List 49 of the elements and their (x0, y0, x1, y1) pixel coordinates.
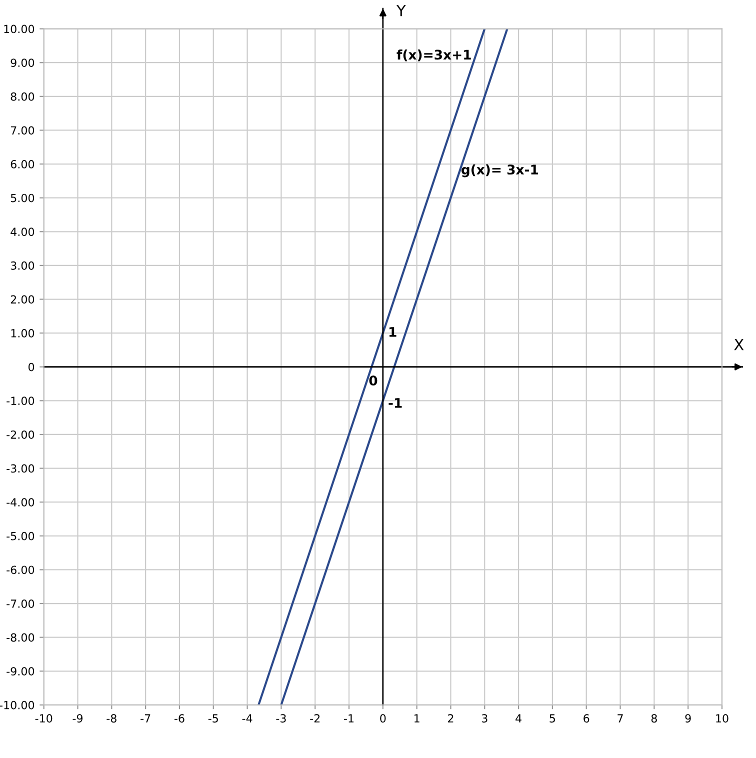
y-tick-label: 8.00 (10, 92, 34, 101)
y-tick-label: -10.00 (0, 700, 34, 710)
x-tick-label: -4 (242, 714, 252, 722)
y-tick-label: -1.00 (6, 396, 34, 406)
x-tick-label: 5 (550, 714, 556, 723)
y-tick-label: 6.00 (10, 160, 34, 168)
x-tick-label: 7 (618, 714, 623, 722)
x-tick-label: 3 (482, 714, 488, 723)
y-tick-label: 1.00 (11, 329, 34, 338)
y-tick-label: -5.00 (6, 532, 34, 540)
x-tick-label: 1 (414, 714, 420, 722)
y-tick-label: 10.00 (4, 24, 34, 34)
x-tick-label: 10 (716, 714, 728, 723)
x-tick-label: -10 (35, 714, 52, 723)
y-tick-label: 9.00 (10, 58, 34, 67)
x-tick-label: -6 (174, 714, 184, 723)
x-tick-label: 6 (584, 714, 590, 723)
x-tick-label: -1 (344, 714, 354, 722)
y-tick-label: 5.00 (10, 194, 34, 202)
y-tick-label: -9.00 (6, 667, 34, 676)
y-tick-label: 2.00 (10, 295, 34, 304)
x-tick-label: -8 (106, 714, 116, 723)
x-axis-title: X (734, 339, 744, 350)
y-tick-label: -6.00 (6, 566, 34, 574)
annotation: f(x)=3x+1 (396, 49, 471, 62)
x-tick-label: 8 (651, 714, 657, 723)
y-tick-label: -2.00 (6, 430, 34, 439)
x-tick-label: -2 (310, 714, 320, 722)
y-tick-label: -3.00 (6, 464, 34, 473)
annotation: g(x)= 3x-1 (461, 164, 538, 178)
annotation: 1 (389, 327, 396, 337)
y-axis-title: Y (396, 4, 406, 16)
y-tick-label: -4.00 (6, 498, 34, 506)
y-tick-label: 3.00 (10, 261, 34, 270)
y-tick-label: 4.00 (10, 228, 34, 236)
y-tick-label: -8.00 (6, 633, 34, 642)
x-tick-label: 0 (380, 714, 386, 723)
x-tick-label: -7 (140, 714, 150, 722)
x-tick-label: 9 (685, 714, 691, 723)
annotation: 0 (369, 376, 378, 386)
x-tick-label: -5 (208, 714, 218, 723)
x-tick-label: -3 (276, 714, 286, 723)
y-tick-label: -7.00 (6, 599, 34, 608)
x-tick-label: 2 (448, 714, 454, 722)
y-tick-label: 0 (28, 362, 34, 372)
annotation: -1 (388, 398, 402, 408)
x-tick-label: 4 (516, 714, 522, 722)
x-tick-label: -9 (72, 714, 83, 723)
y-tick-label: 7.00 (10, 126, 34, 135)
